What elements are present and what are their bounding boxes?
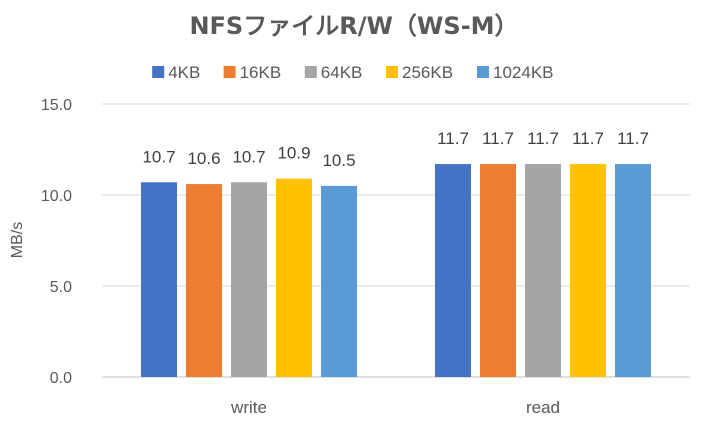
data-labels: 10.7 10.6 10.7 10.9 10.5 11.7 11.7 11.7 11.7 11.7 xyxy=(142,129,648,170)
data-label: 11.7 xyxy=(527,129,559,148)
data-label: 11.7 xyxy=(572,129,604,148)
data-label: 11.7 xyxy=(617,129,649,148)
bar-read-1024KB xyxy=(615,164,651,377)
y-axis-label: MB/s xyxy=(9,222,26,258)
category-label-write: write xyxy=(230,398,267,417)
legend-swatch-1024KB xyxy=(477,66,489,78)
y-tick-label: 5.0 xyxy=(50,279,72,296)
y-axis-ticks: 0.0 5.0 10.0 15.0 xyxy=(41,97,72,387)
bar-write-16KB xyxy=(186,184,222,377)
bar-read-16KB xyxy=(480,164,516,377)
y-tick-label: 15.0 xyxy=(41,97,72,114)
bar-read-64KB xyxy=(525,164,561,377)
bar-write-4KB xyxy=(141,182,177,377)
legend-label-16KB: 16KB xyxy=(240,63,282,82)
legend-swatch-64KB xyxy=(304,66,317,78)
bar-read-256KB xyxy=(570,164,606,377)
category-label-read: read xyxy=(526,398,560,417)
bar-write-1024KB xyxy=(321,185,357,377)
chart-title: NFSファイルR/W（WS-M） xyxy=(189,12,518,40)
data-label: 11.7 xyxy=(482,129,514,148)
legend-label-1024KB: 1024KB xyxy=(493,63,554,82)
legend-label-256KB: 256KB xyxy=(402,63,453,82)
bar-write-256KB xyxy=(276,178,312,377)
data-label: 10.7 xyxy=(232,147,265,166)
legend-swatch-256KB xyxy=(386,66,398,78)
data-label: 10.9 xyxy=(277,144,310,163)
y-tick-label: 10.0 xyxy=(41,188,72,205)
legend-label-64KB: 64KB xyxy=(321,63,363,82)
data-label: 10.5 xyxy=(322,151,355,170)
bar-read-4KB xyxy=(435,164,471,377)
data-label: 11.7 xyxy=(437,129,469,148)
legend-swatch-16KB xyxy=(223,66,236,78)
legend-label-4KB: 4KB xyxy=(168,63,200,82)
legend-swatch-4KB xyxy=(152,66,165,78)
y-tick-label: 0.0 xyxy=(50,370,72,387)
bars xyxy=(141,164,651,377)
legend: 4KB 16KB 64KB 256KB 1024KB xyxy=(152,63,554,82)
bar-write-64KB xyxy=(231,182,267,377)
data-label: 10.7 xyxy=(142,147,175,166)
x-axis-categories: write read xyxy=(230,398,560,417)
data-label: 10.6 xyxy=(187,149,220,168)
